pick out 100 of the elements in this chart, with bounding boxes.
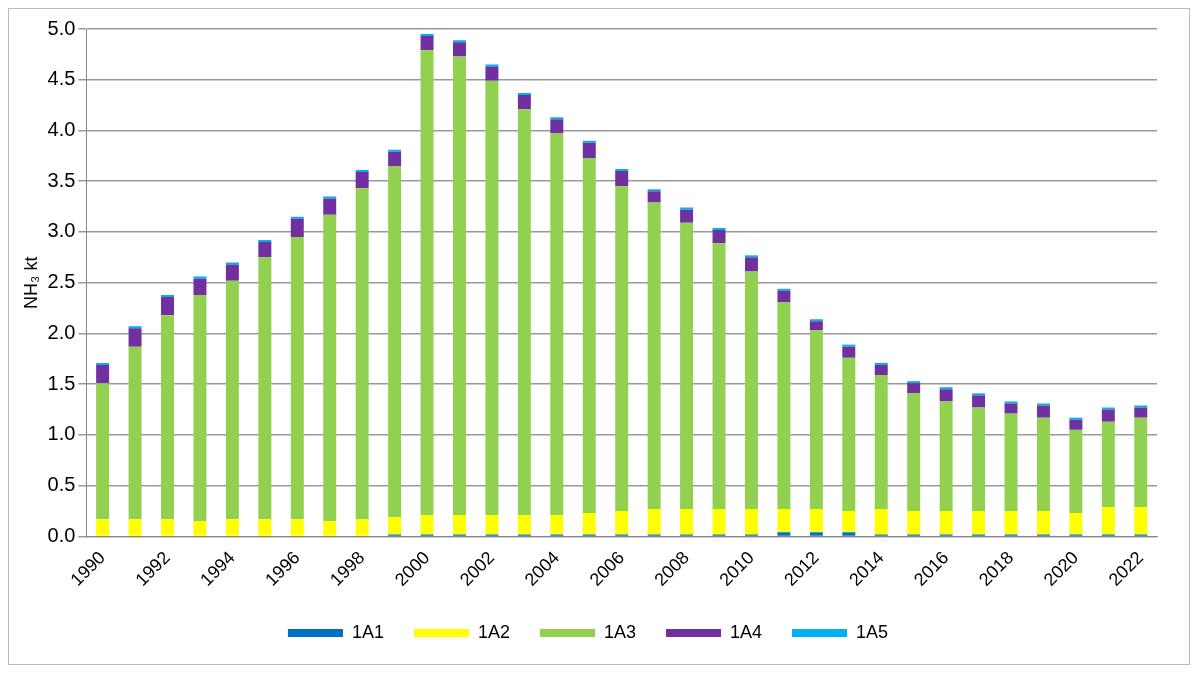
bar — [615, 186, 629, 512]
y-axis-title: NH₃ kt — [20, 256, 41, 309]
bar — [777, 301, 791, 510]
bar — [485, 80, 499, 516]
bar — [388, 517, 402, 535]
bar — [453, 42, 466, 57]
bar — [712, 509, 726, 535]
bar — [582, 140, 596, 143]
bar — [193, 276, 207, 279]
legend-label: 1A4 — [730, 621, 763, 642]
bar — [258, 242, 272, 258]
bar — [550, 133, 564, 516]
bar — [809, 509, 823, 533]
bar — [809, 330, 823, 510]
bar — [517, 515, 531, 535]
bar — [485, 66, 499, 81]
bar — [842, 511, 856, 533]
bar — [680, 509, 694, 535]
bar — [1036, 511, 1050, 535]
legend-label: 1A3 — [603, 621, 637, 642]
y-tick-label: 2.5 — [47, 270, 76, 293]
bar — [680, 222, 694, 510]
bar — [712, 243, 726, 510]
y-tick-label: 0.5 — [47, 473, 76, 496]
y-tick-label: 4.0 — [47, 118, 76, 140]
bar — [647, 191, 661, 203]
y-tick-label: 5.0 — [47, 16, 76, 39]
bar — [420, 515, 434, 535]
bar — [1036, 417, 1050, 512]
bar — [517, 92, 531, 95]
bar — [161, 294, 174, 297]
bar — [874, 509, 888, 535]
bar — [1134, 417, 1148, 507]
bar — [1101, 409, 1115, 422]
y-tick-label: 1.0 — [47, 422, 76, 445]
bar — [939, 401, 953, 512]
bar — [323, 214, 337, 522]
bar — [907, 393, 921, 512]
bar — [388, 166, 402, 518]
bar — [225, 280, 239, 520]
bar — [96, 519, 110, 536]
bar — [1069, 513, 1083, 535]
bar — [1004, 511, 1018, 535]
bar — [972, 407, 986, 512]
y-tick-label: 1.5 — [47, 371, 76, 394]
bar — [550, 515, 564, 535]
bar — [907, 511, 921, 535]
bar — [290, 237, 304, 520]
legend-label: 1A5 — [856, 621, 889, 642]
y-tick-label: 2.0 — [47, 320, 76, 343]
bar — [323, 196, 337, 199]
bar — [777, 509, 791, 533]
bar — [1069, 419, 1083, 430]
bar — [842, 357, 856, 512]
bar — [225, 264, 239, 281]
bar — [874, 362, 888, 365]
bar — [1134, 506, 1148, 535]
bar — [1069, 429, 1083, 514]
bar — [582, 142, 596, 158]
bar — [355, 188, 369, 520]
bar — [96, 383, 110, 520]
bar — [874, 364, 888, 376]
bar — [680, 207, 694, 210]
bar — [939, 511, 953, 535]
bar — [1101, 421, 1115, 507]
bar — [842, 344, 856, 347]
bar — [712, 227, 726, 230]
bar — [582, 513, 596, 535]
bar — [258, 519, 272, 536]
bar — [907, 383, 921, 394]
y-tick-label: 3.5 — [47, 168, 76, 191]
bar — [744, 255, 758, 258]
bar — [874, 375, 888, 510]
bar — [161, 296, 174, 316]
bar — [939, 389, 953, 402]
bar — [744, 257, 758, 272]
bar — [128, 326, 142, 329]
bar — [517, 109, 531, 516]
bar — [680, 209, 694, 223]
bar — [323, 521, 337, 536]
bar — [193, 278, 207, 295]
bar — [453, 515, 466, 535]
bar — [1004, 413, 1018, 512]
bar — [1134, 407, 1148, 418]
bar — [744, 509, 758, 535]
bar — [1036, 405, 1050, 418]
bar — [161, 519, 174, 536]
bar — [907, 381, 921, 384]
legend-label: 1A2 — [477, 621, 510, 642]
bar — [388, 149, 402, 152]
legend-label: 1A1 — [351, 621, 384, 642]
bar — [842, 346, 856, 358]
bar — [323, 198, 337, 215]
bar — [161, 315, 174, 520]
bar — [647, 509, 661, 535]
bar — [128, 328, 142, 347]
bar — [128, 519, 142, 536]
bar — [225, 262, 239, 265]
bar — [972, 511, 986, 535]
bar — [647, 189, 661, 192]
